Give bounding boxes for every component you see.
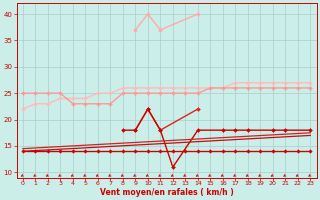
X-axis label: Vent moyen/en rafales ( km/h ): Vent moyen/en rafales ( km/h ) [100,188,234,197]
